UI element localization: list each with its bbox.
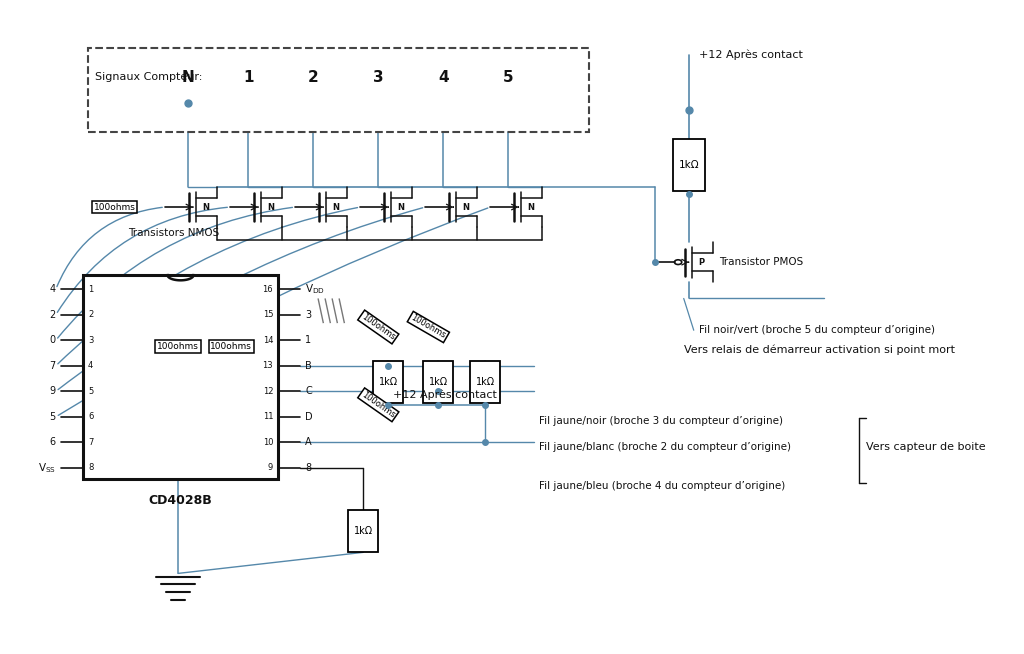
Text: 4: 4 — [438, 70, 449, 85]
Text: 16: 16 — [262, 284, 273, 294]
Text: 7: 7 — [49, 361, 56, 371]
Text: 1kΩ: 1kΩ — [353, 526, 373, 536]
Text: 10: 10 — [262, 438, 273, 447]
Text: 100ohms: 100ohms — [359, 390, 396, 420]
Bar — [374, 361, 403, 404]
Text: P: P — [698, 258, 705, 267]
Bar — [423, 361, 454, 404]
Text: 15: 15 — [262, 310, 273, 319]
Text: Fil noir/vert (broche 5 du compteur d’origine): Fil noir/vert (broche 5 du compteur d’or… — [698, 325, 935, 336]
Text: 6: 6 — [50, 438, 56, 447]
Text: 0: 0 — [50, 336, 56, 345]
Bar — [83, 275, 279, 479]
Text: 100ohms: 100ohms — [359, 312, 396, 342]
Text: N: N — [202, 203, 209, 211]
Text: 100ohms: 100ohms — [157, 342, 199, 351]
Text: D: D — [305, 412, 312, 422]
Text: 2: 2 — [88, 310, 93, 319]
Text: 100ohms: 100ohms — [410, 313, 447, 341]
Text: 5: 5 — [88, 387, 93, 396]
Text: 1kΩ: 1kΩ — [379, 377, 398, 387]
Text: 5: 5 — [503, 70, 514, 85]
Text: +12 Après contact: +12 Après contact — [393, 390, 498, 400]
Text: 1: 1 — [243, 70, 253, 85]
Text: 14: 14 — [262, 336, 273, 345]
Text: 9: 9 — [268, 464, 273, 472]
Text: 13: 13 — [262, 361, 273, 370]
Bar — [348, 510, 378, 553]
Text: 8: 8 — [88, 464, 93, 472]
Text: 1kΩ: 1kΩ — [476, 377, 495, 387]
Text: 5: 5 — [49, 412, 56, 422]
Text: 6: 6 — [88, 412, 93, 421]
Text: 1: 1 — [88, 284, 93, 294]
Text: CD4028B: CD4028B — [148, 494, 212, 507]
Text: N: N — [181, 70, 195, 85]
Text: Fil jaune/bleu (broche 4 du compteur d’origine): Fil jaune/bleu (broche 4 du compteur d’o… — [539, 481, 784, 491]
Text: Vers capteur de boite: Vers capteur de boite — [866, 442, 986, 452]
Text: Transistors NMOS: Transistors NMOS — [128, 228, 219, 238]
Text: N: N — [333, 203, 339, 211]
Text: N: N — [397, 203, 404, 211]
Text: 100ohms: 100ohms — [94, 203, 136, 211]
Text: 2: 2 — [49, 310, 56, 320]
Text: 9: 9 — [50, 387, 56, 396]
Text: 3: 3 — [88, 336, 93, 345]
Text: +12 Après contact: +12 Après contact — [698, 50, 803, 60]
Text: B: B — [305, 361, 312, 371]
Bar — [88, 48, 589, 133]
Text: Signaux Compteur:: Signaux Compteur: — [95, 73, 203, 82]
Text: 1: 1 — [305, 336, 311, 345]
Text: 11: 11 — [262, 412, 273, 421]
Text: 1kΩ: 1kΩ — [679, 160, 699, 170]
Text: 8: 8 — [305, 463, 311, 473]
Text: 4: 4 — [50, 284, 56, 294]
Text: Vers relais de démarreur activation si point mort: Vers relais de démarreur activation si p… — [684, 345, 954, 355]
Text: C: C — [305, 387, 312, 396]
Text: 4: 4 — [88, 361, 93, 370]
Text: Transistor PMOS: Transistor PMOS — [719, 257, 803, 267]
Text: V$_{\mathregular{SS}}$: V$_{\mathregular{SS}}$ — [38, 461, 56, 475]
Text: 12: 12 — [262, 387, 273, 396]
Text: V$_{\mathregular{DD}}$: V$_{\mathregular{DD}}$ — [305, 283, 326, 296]
Text: A: A — [305, 438, 312, 447]
Text: 7: 7 — [88, 438, 93, 447]
Text: Fil jaune/noir (broche 3 du compteur d’origine): Fil jaune/noir (broche 3 du compteur d’o… — [539, 416, 782, 426]
Text: Fil jaune/blanc (broche 2 du compteur d’origine): Fil jaune/blanc (broche 2 du compteur d’… — [539, 442, 791, 452]
Text: N: N — [463, 203, 470, 211]
Text: 1kΩ: 1kΩ — [429, 377, 447, 387]
Text: 3: 3 — [373, 70, 384, 85]
Text: N: N — [267, 203, 274, 211]
Text: N: N — [527, 203, 535, 211]
Text: 3: 3 — [305, 310, 311, 320]
Bar — [470, 361, 501, 404]
Text: 2: 2 — [308, 70, 318, 85]
Bar — [673, 139, 705, 191]
Text: 100ohms: 100ohms — [210, 342, 252, 351]
